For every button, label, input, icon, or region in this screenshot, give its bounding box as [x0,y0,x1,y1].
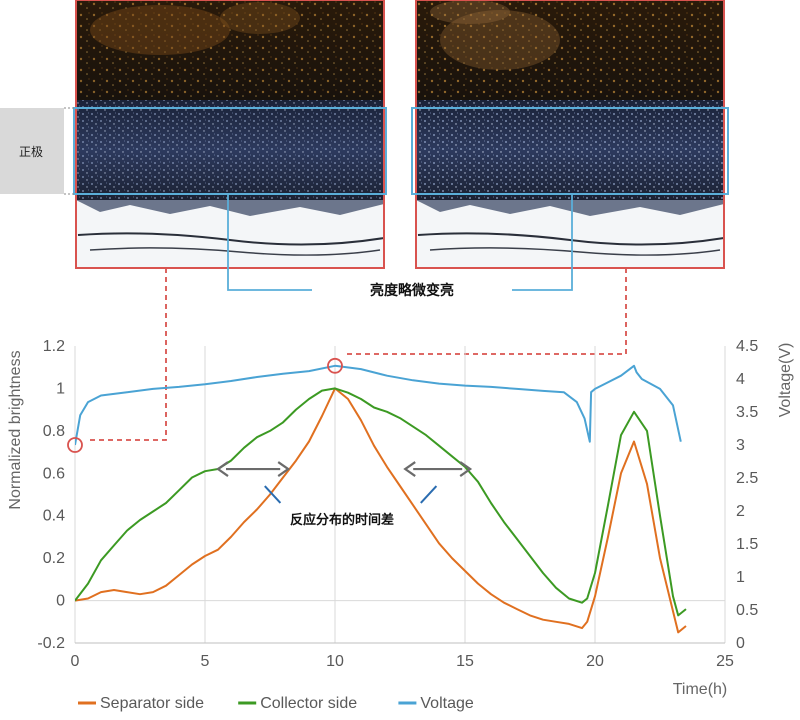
voltage-marker [327,357,343,374]
y-right-tick-label: 0 [736,635,745,652]
y-left-tick-label: 0.6 [43,465,65,482]
y-left-tick-label: 0 [56,593,65,610]
x-tick-label: 15 [456,653,474,670]
brightness-voltage-chart: 0 5 10 15 20 25 -0.2 0 0.2 0.4 0.6 0.8 1 1.2 0 0.5 1 1.5 2… [7,338,794,712]
callout-line-right [512,194,573,291]
time-shift-arrow [403,461,473,477]
y-right-tick-label: 1.5 [736,536,758,553]
y-right-tick-label: 4.5 [736,338,758,355]
grid [74,346,726,643]
x-tick-label: 0 [71,653,80,670]
x-tick-label: 25 [716,653,734,670]
voltage-marker [67,437,83,453]
leader-line-right [346,268,627,355]
cathode-highlight-right [411,107,729,195]
micrograph-left [76,0,385,268]
leader-line-left [86,268,167,441]
legend-item: Collector side [238,695,357,712]
legend-item: Separator side [78,695,204,712]
time-shift-arrow [216,461,291,477]
series-line-separator-side [75,387,687,634]
y-right-tick-label: 3 [736,437,745,454]
annotations [216,461,473,504]
side-label-box [0,108,64,194]
side-label: 正极 [19,145,43,159]
y-left-tick-label: 0.2 [43,550,65,567]
micrograph-panel: 正极 亮度略微变亮 [0,0,729,441]
x-axis-label: Time(h) [673,681,728,698]
legend-item: Voltage [398,695,474,712]
y-left-tick-label: 0.4 [43,508,65,525]
micrograph-right [416,0,725,268]
y-right-tick-label: 3.5 [736,404,758,421]
x-tick-label: 5 [201,653,210,670]
y-left-tick-label: 1.2 [43,338,65,355]
tick-labels: 0 5 10 15 20 25 -0.2 0 0.2 0.4 0.6 0.8 1 1.2 0 0.5 1 1.5 2… [37,338,758,670]
cathode-highlight-left [73,107,387,195]
micrograph-left-border [75,0,385,269]
legend: Separator side Collector side Voltage [78,695,474,712]
series-line-voltage [75,364,682,446]
series [75,364,687,634]
y-right-tick-label: 2 [736,503,745,520]
legend-label: Separator side [100,695,204,712]
legend-label: Collector side [260,695,357,712]
micrograph-right-border [415,0,725,269]
y-left-tick-label: 1 [56,380,65,397]
series-line-collector-side [75,387,687,617]
y-right-tick-label: 4 [736,371,745,388]
y-right-tick-label: 0.5 [736,602,758,619]
y-axis-right-label: Voltage(V) [777,343,794,418]
y-left-tick-label: 0.8 [43,423,65,440]
y-left-tick-label: -0.2 [37,635,65,652]
y-axis-left-label: Normalized brightness [7,350,24,509]
y-right-tick-label: 1 [736,569,745,586]
y-right-tick-label: 2.5 [736,470,758,487]
callout-line-left [227,194,312,291]
annotation-pointer [420,485,438,504]
annotation-pointer [264,485,282,504]
x-tick-label: 10 [326,653,344,670]
brightness-callout-label: 亮度略微变亮 [370,282,454,298]
legend-label: Voltage [420,695,473,712]
time-difference-label: 反应分布的时间差 [290,512,394,527]
markers [67,357,343,453]
x-tick-label: 20 [586,653,604,670]
